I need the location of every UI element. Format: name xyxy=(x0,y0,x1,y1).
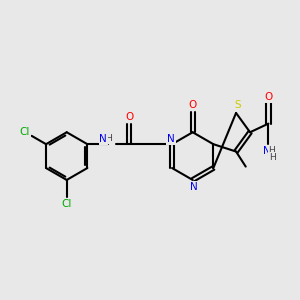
Text: N: N xyxy=(100,134,107,144)
Text: H: H xyxy=(268,146,275,155)
Text: N: N xyxy=(263,146,271,156)
Text: Cl: Cl xyxy=(61,199,72,209)
Text: H: H xyxy=(269,152,276,161)
Text: H: H xyxy=(105,134,112,143)
Text: N: N xyxy=(167,134,175,144)
Text: Cl: Cl xyxy=(20,127,30,137)
Text: O: O xyxy=(125,112,133,122)
Text: O: O xyxy=(264,92,272,102)
Text: S: S xyxy=(234,100,241,110)
Text: N: N xyxy=(190,182,198,192)
Text: O: O xyxy=(189,100,197,110)
